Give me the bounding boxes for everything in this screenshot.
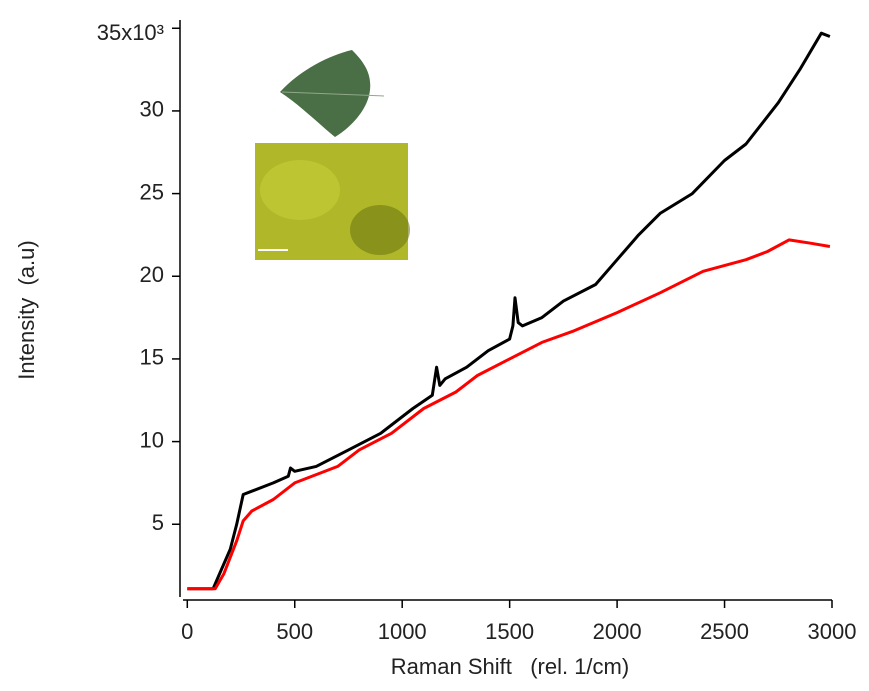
x-tick-label: 500 [276, 619, 313, 644]
y-tick-label: 10 [140, 427, 164, 452]
series-line [187, 31, 831, 591]
y-axis-title: Intensity (a.u) [14, 240, 39, 379]
series-line [187, 238, 831, 591]
x-tick-label: 1000 [378, 619, 427, 644]
inset-leaf [280, 50, 385, 137]
inset-micrograph [255, 143, 410, 260]
y-tick-label: 20 [140, 262, 164, 287]
x-tick-label: 1500 [485, 619, 534, 644]
y-tick-label: 30 [140, 97, 164, 122]
y-tick-label: 35x10³ [97, 20, 164, 45]
x-tick-label: 0 [181, 619, 193, 644]
x-tick-label: 2500 [700, 619, 749, 644]
x-tick-label: 2000 [593, 619, 642, 644]
y-tick-label: 25 [140, 179, 164, 204]
y-tick-label: 5 [152, 510, 164, 535]
x-axis-title: Raman Shift (rel. 1/cm) [391, 654, 629, 679]
y-tick-label: 15 [140, 345, 164, 370]
x-tick-label: 3000 [808, 619, 857, 644]
